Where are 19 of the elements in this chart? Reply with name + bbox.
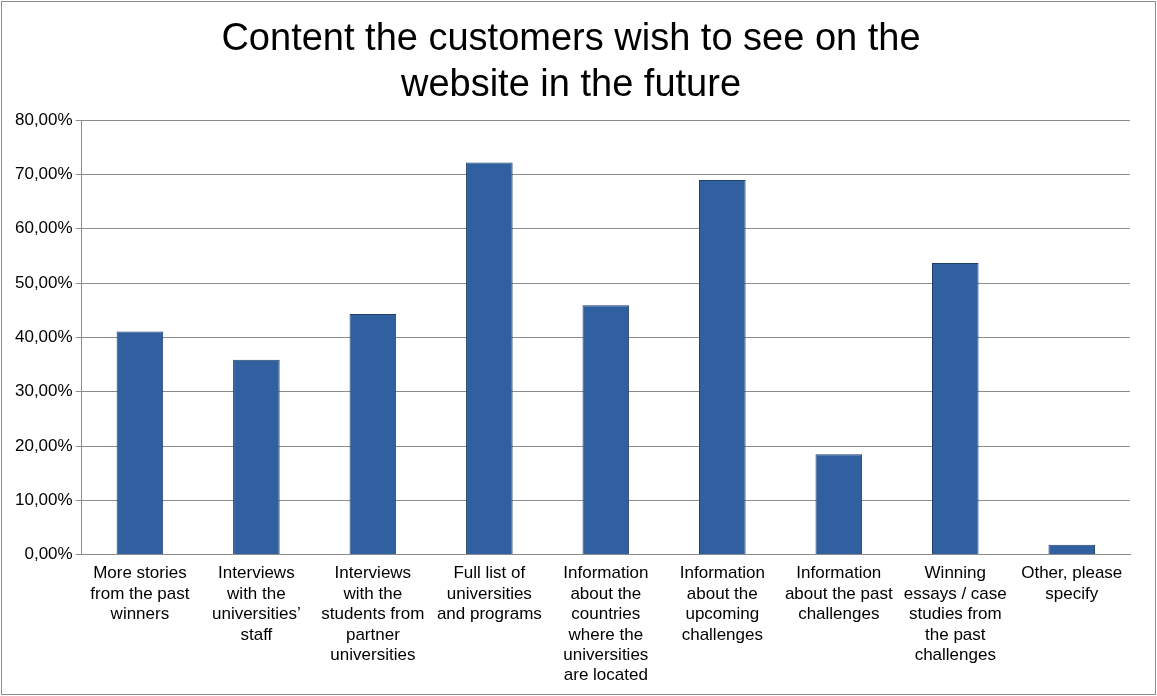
x-tick-label: Information about the upcoming challenges [679,563,765,644]
y-tick-label: 60,00% [14,218,73,238]
y-tick-label: 20,00% [14,435,73,455]
x-tick-label: Interviews with the universities’ staff [211,563,301,644]
y-tick-label: 10,00% [14,489,73,509]
x-tick-label: Information about the countries where the universities are located [563,563,649,685]
x-tick-label: Full list of universities and programs [436,563,542,624]
y-tick-label: 80,00% [14,109,73,129]
y-tick-label: 70,00% [14,164,73,184]
y-tick-label: 0,00% [24,544,73,564]
x-tick-label: Information about the past challenges [784,563,893,624]
y-tick-label: 30,00% [14,381,73,401]
x-tick-label: More stories from the past winners [90,563,190,624]
x-tick-label: Winning essays / case studies from the past challenges [903,563,1007,665]
chart-title: Content the customers wish to see on the website in the future [221,16,921,104]
x-tick-label: Interviews with the students from partner universities [321,563,425,665]
y-tick-label: 50,00% [14,272,73,292]
y-tick-label: 40,00% [14,327,73,347]
x-tick-label: Other, please specify [1021,563,1123,603]
